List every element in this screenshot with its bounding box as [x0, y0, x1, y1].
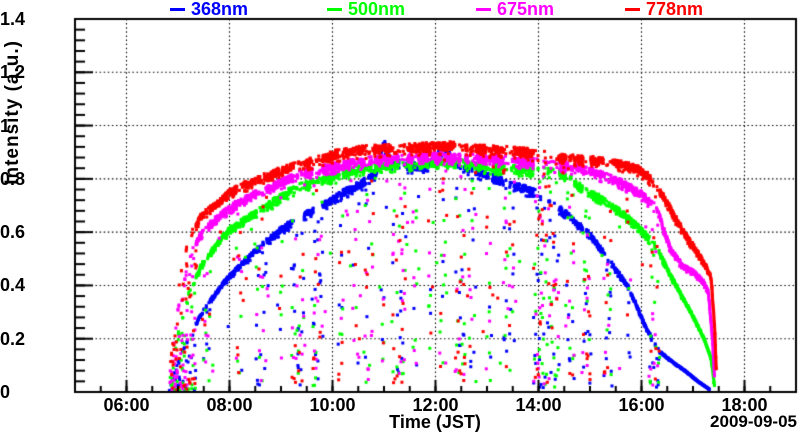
x-tick-label: 14:00: [515, 395, 562, 415]
x-axis-title: Time (JST): [389, 412, 481, 432]
legend-marker-368nm: [170, 7, 185, 12]
legend-marker-500nm: [327, 7, 342, 12]
x-tick-label: 08:00: [206, 395, 253, 415]
legend-marker-778nm: [625, 7, 640, 12]
y-tick-label: 0.6: [0, 222, 26, 243]
legend-label-368nm: 368nm: [191, 0, 249, 19]
y-tick-label: 1: [0, 115, 11, 136]
y-tick-label: 0: [0, 382, 11, 402]
legend-entry-778nm: 778nm: [625, 0, 703, 19]
x-tick-label: 06:00: [103, 395, 150, 415]
legend-entry-368nm: 368nm: [170, 0, 248, 19]
x-tick-label: 18:00: [721, 395, 768, 415]
legend-marker-675nm: [476, 7, 491, 12]
legend-label-500nm: 500nm: [348, 0, 406, 19]
date-label: 2009-09-05: [710, 412, 797, 431]
y-tick-label: 0.8: [0, 168, 26, 189]
y-tick-label: 0.4: [0, 275, 26, 296]
legend-entry-675nm: 675nm: [476, 0, 554, 19]
x-tick-label: 10:00: [309, 395, 356, 415]
legend-entry-500nm: 500nm: [327, 0, 405, 19]
y-tick-label: 1.4: [0, 9, 26, 29]
legend-label-675nm: 675nm: [497, 0, 555, 19]
y-tick-label: 1.2: [0, 62, 26, 83]
x-tick-label: 12:00: [412, 395, 459, 415]
y-tick-label: 0.2: [0, 328, 26, 349]
legend-label-778nm: 778nm: [646, 0, 704, 19]
x-tick-label: 16:00: [618, 395, 665, 415]
